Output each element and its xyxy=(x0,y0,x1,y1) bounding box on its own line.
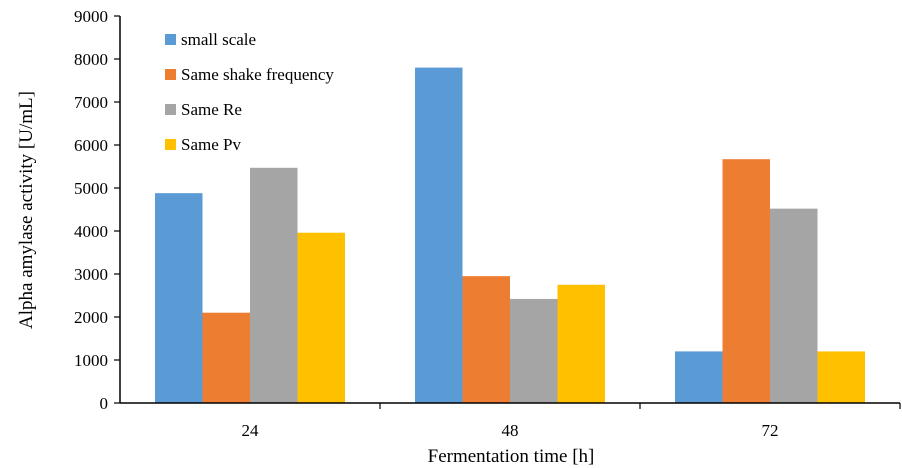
x-tick-label: 24 xyxy=(242,421,260,440)
bar-0-0 xyxy=(155,193,203,403)
bar-0-2 xyxy=(675,351,723,403)
legend-label-0: small scale xyxy=(181,30,256,49)
bar-3-1 xyxy=(557,284,605,403)
bar-3-0 xyxy=(297,232,345,403)
bar-3-2 xyxy=(817,351,865,403)
y-tick-label: 8000 xyxy=(74,50,108,69)
bar-2-0 xyxy=(250,167,298,403)
bar-2-1 xyxy=(510,298,558,403)
legend-label-3: Same Pv xyxy=(181,135,241,154)
y-tick-label: 0 xyxy=(100,394,109,413)
legend-swatch-2 xyxy=(165,104,176,115)
legend-swatch-1 xyxy=(165,69,176,80)
y-tick-label: 7000 xyxy=(74,93,108,112)
y-axis-title: Alpha amylase activity [U/mL] xyxy=(16,91,37,329)
bars xyxy=(155,67,865,403)
y-tick-label: 9000 xyxy=(74,7,108,26)
x-axis-ticks: 24 48 72 xyxy=(242,403,901,440)
y-tick-label: 6000 xyxy=(74,136,108,155)
legend: small scale Same shake frequency Same Re Sa… xyxy=(165,30,334,154)
y-tick-label: 1000 xyxy=(74,351,108,370)
y-tick-label: 5000 xyxy=(74,179,108,198)
y-tick-label: 3000 xyxy=(74,265,108,284)
legend-swatch-3 xyxy=(165,139,176,150)
y-tick-label: 2000 xyxy=(74,308,108,327)
legend-label-2: Same Re xyxy=(181,100,242,119)
legend-swatch-0 xyxy=(165,34,176,45)
x-axis-title: Fermentation time [h] xyxy=(428,446,595,467)
bar-1-2 xyxy=(722,159,770,403)
y-axis-ticks: 0 1000 2000 3000 4000 5000 6000 7000 8000 9000 xyxy=(74,7,120,413)
x-tick-label: 72 xyxy=(762,421,779,440)
y-tick-label: 4000 xyxy=(74,222,108,241)
bar-1-1 xyxy=(462,276,510,403)
bar-2-2 xyxy=(770,208,818,403)
bar-1-0 xyxy=(202,312,250,403)
x-tick-label: 48 xyxy=(502,421,519,440)
legend-label-1: Same shake frequency xyxy=(181,65,334,84)
bar-0-1 xyxy=(415,67,463,403)
